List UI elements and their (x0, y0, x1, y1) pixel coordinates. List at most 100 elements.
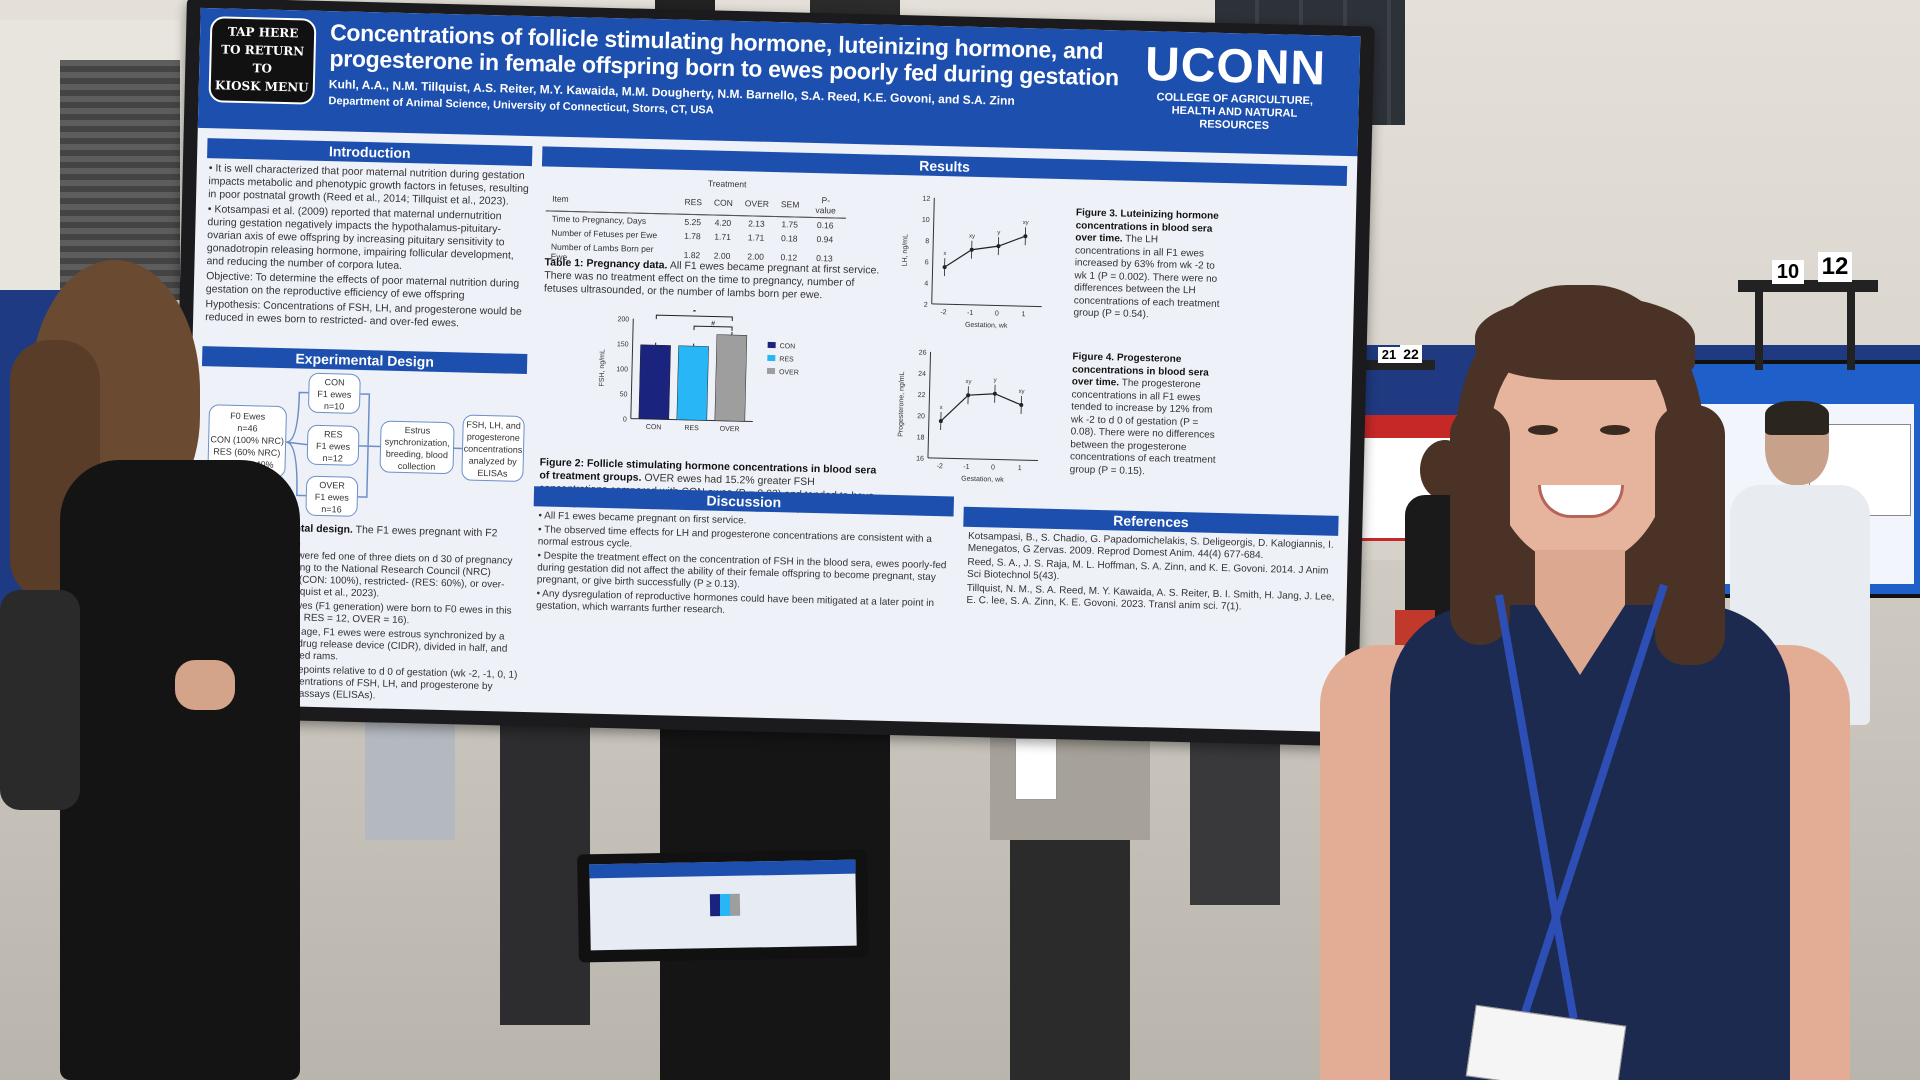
point-label: y (997, 230, 1000, 236)
x-tick-label: 1 (1021, 311, 1025, 318)
table-cell: 4.20 (714, 217, 732, 228)
table-header: RES (684, 196, 703, 208)
y-tick-label: 12 (922, 196, 930, 203)
legend-label: CON (780, 343, 796, 350)
progesterone-line-chart: 16 18 20 22 24 26 -2 -1 0 1 Gestation, wk Progester… (897, 350, 1038, 484)
y-axis-label: LH, ng/mL (902, 234, 910, 267)
table-cell: 2.13 (748, 218, 765, 229)
y-tick-label: 4 (924, 280, 928, 287)
y-axis-label: FSH, ng/mL (599, 349, 607, 387)
legend-label: RES (779, 356, 794, 363)
y-axis (931, 197, 935, 304)
table-header: SEM (780, 199, 800, 210)
table-stand-right-legs (1755, 290, 1855, 370)
research-poster[interactable]: TAP HERE TO RETURN TO KIOSK MENU Concent… (183, 7, 1361, 733)
point-label: y (994, 378, 997, 384)
legend-swatch (767, 341, 776, 349)
background-person-legs (365, 720, 455, 840)
data-point (1019, 402, 1024, 407)
data-point (969, 247, 974, 252)
x-tick-label: -2 (937, 463, 944, 470)
table-cell: 1.75 (781, 219, 799, 230)
table-cell: 5.25 (684, 216, 702, 228)
table-cell: 1.71 (714, 231, 732, 242)
point-label: xy (1023, 220, 1029, 226)
series-line (940, 393, 1022, 422)
y-tick-label: 150 (617, 341, 629, 348)
table-cell: 0.18 (780, 233, 798, 244)
series-line (944, 235, 1026, 268)
y-axis (630, 318, 634, 419)
table-header: P-value (815, 195, 836, 216)
legend-swatch (766, 367, 776, 375)
uconn-logo-text: UCONN (1144, 38, 1327, 96)
poster-monitor: TAP HERE TO RETURN TO KIOSK MENU Concent… (169, 0, 1375, 747)
y-axis-label: Progesterone, ng/mL (897, 371, 906, 437)
table-header: Item (552, 193, 569, 204)
data-point (966, 393, 971, 398)
background-person-legs-3 (500, 725, 590, 1025)
table-cell: 1.78 (684, 230, 701, 242)
person-presenter (1310, 285, 1870, 1080)
y-tick-label: 2 (924, 302, 928, 309)
bar-con (638, 344, 671, 420)
y-tick-label: 50 (620, 391, 628, 398)
fsh-bar-chart: 0 50 100 150 200 FSH, ng/mL CON RES OVER * # CON RES… (599, 308, 799, 434)
y-tick-label: 22 (918, 392, 926, 399)
x-tick-label: -1 (963, 464, 970, 471)
bar-res (676, 345, 709, 421)
data-point (942, 265, 947, 270)
table-header: CON (713, 197, 734, 208)
x-axis-label: Gestation, wk (965, 322, 1008, 330)
y-tick-label: 10 (922, 217, 930, 224)
y-tick-label: 6 (925, 259, 929, 266)
point-label: xy (965, 379, 971, 385)
y-tick-label: 8 (925, 238, 929, 245)
table-number-21: 21 (1378, 347, 1400, 363)
x-tick-label: CON (646, 424, 662, 431)
data-point (992, 391, 997, 396)
data-point (938, 419, 943, 424)
y-tick-label: 0 (623, 416, 627, 423)
table-number-10: 10 (1772, 260, 1804, 284)
figure3-text: The LH concentrations in all F1 ewes inc… (1073, 233, 1220, 321)
person-left-woman (0, 260, 380, 1080)
table-stand-middle (1360, 360, 1435, 370)
x-tick-label: -2 (940, 309, 947, 316)
x-tick-label: OVER (720, 426, 740, 433)
x-tick-label: -1 (967, 310, 974, 317)
trend-mark: # (711, 321, 715, 328)
trend-bracket (693, 325, 733, 332)
legend-label: OVER (779, 369, 799, 376)
background-person-center (990, 730, 1150, 1080)
significance-mark: * (693, 308, 697, 318)
x-tick-label: 0 (995, 310, 999, 317)
table-cell: 1.71 (747, 232, 765, 243)
table-cell: 0.16 (816, 220, 834, 231)
legend-swatch (767, 354, 776, 362)
y-tick-label: 20 (917, 413, 925, 420)
y-tick-label: 100 (616, 366, 628, 373)
table-number-22: 22 (1400, 345, 1422, 363)
figure3-caption: Figure 3. Luteinizing hormone concentrat… (1073, 207, 1226, 323)
table-header: OVER (744, 198, 770, 209)
x-axis (927, 457, 1038, 462)
kiosk-tablet (577, 849, 869, 963)
point-label: xy (1019, 389, 1025, 395)
y-tick-label: 200 (617, 316, 629, 323)
y-tick-label: 24 (918, 371, 926, 378)
table-cell: 0.94 (816, 234, 834, 245)
references-text: Kotsampasi, B., S. Chadio, G. Papadomich… (966, 531, 1336, 618)
pregnancy-data-table: Treatment Item RES CON OVER SEM P-value … (545, 172, 847, 270)
y-tick-label: 18 (917, 434, 925, 441)
presenter-shirt (1390, 605, 1790, 1080)
x-tick-label: RES (684, 425, 699, 432)
data-point (996, 244, 1001, 249)
point-label: xy (969, 234, 975, 240)
y-axis (927, 351, 932, 458)
data-point (1023, 234, 1028, 239)
figure4-caption: Figure 4. Progesterone concentrations in… (1070, 351, 1223, 480)
x-tick-label: 1 (1018, 465, 1022, 472)
y-tick-label: 16 (916, 456, 924, 463)
x-axis-label: Gestation, wk (961, 476, 1004, 484)
